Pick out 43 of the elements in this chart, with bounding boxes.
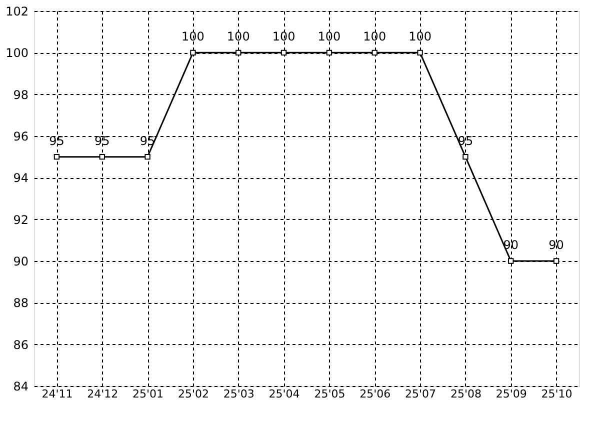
data-label: 100 — [272, 30, 296, 44]
point — [508, 258, 514, 264]
y-tick-label: 100 — [6, 46, 28, 60]
y-tick-label: 86 — [13, 338, 28, 352]
y-tick-label: 96 — [13, 130, 28, 144]
data-label: 100 — [226, 30, 250, 44]
point — [99, 154, 105, 160]
x-tick-label: 25'01 — [132, 388, 164, 400]
point — [236, 50, 242, 56]
x-tick-label: 25'07 — [405, 388, 436, 400]
point — [462, 154, 468, 160]
x-tick-label: 25'05 — [314, 388, 346, 400]
data-label: 90 — [503, 238, 519, 252]
data-label: 100 — [408, 30, 432, 44]
data-label: 100 — [318, 30, 341, 44]
x-tick-label: 24'11 — [42, 388, 73, 400]
y-tick-label: 102 — [6, 4, 28, 18]
x-tick-label: 25'10 — [541, 388, 572, 400]
y-tick-label: 98 — [13, 88, 28, 102]
data-label: 100 — [363, 30, 386, 44]
point — [280, 50, 287, 56]
point — [54, 154, 60, 160]
y-tick-label: 84 — [13, 380, 28, 394]
y-tick-label: 88 — [13, 296, 28, 310]
point — [144, 154, 150, 160]
point — [326, 50, 332, 56]
data-label: 90 — [548, 238, 564, 252]
x-tick-label: 25'03 — [223, 388, 254, 400]
x-tick-label: 24'12 — [87, 388, 118, 400]
point — [372, 50, 378, 56]
data-label: 100 — [182, 30, 204, 44]
x-tick-label: 25'04 — [268, 388, 300, 400]
point — [417, 50, 423, 56]
y-tick-label: 90 — [13, 254, 28, 268]
x-tick-label: 25'06 — [360, 388, 391, 400]
y-tick-label: 92 — [13, 212, 28, 227]
data-label: 95 — [94, 134, 110, 148]
x-tick-label: 25'02 — [178, 388, 209, 400]
y-tick-label: 94 — [13, 171, 28, 186]
x-tick-label: 25'09 — [496, 388, 527, 400]
x-tick-label: 25'08 — [450, 388, 482, 400]
point — [553, 258, 560, 264]
point — [190, 50, 196, 56]
